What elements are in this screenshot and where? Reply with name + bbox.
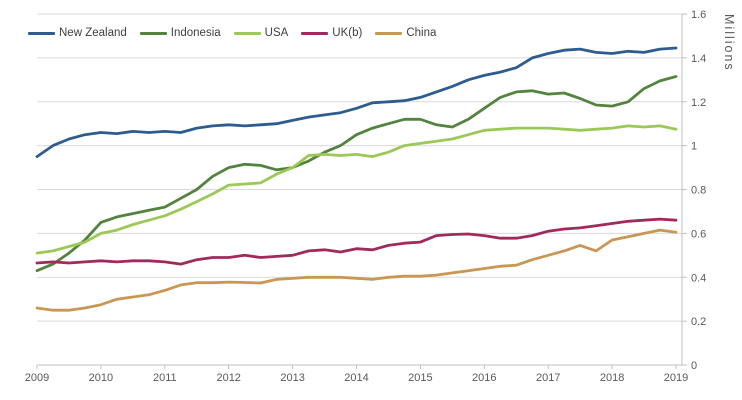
x-tick-label: 2014 (344, 372, 368, 384)
legend-label: New Zealand (59, 27, 127, 39)
legend-swatch (301, 31, 329, 35)
legend-item-china: China (375, 27, 436, 39)
legend-item-indonesia: Indonesia (139, 27, 221, 39)
legend-item-usa: USA (233, 27, 289, 39)
y-tick-label: 1.2 (691, 97, 706, 109)
x-tick-label: 2019 (664, 372, 688, 384)
series-line-new-zealand (35, 46, 678, 159)
series-line-uk-b- (35, 217, 678, 266)
y-tick-label: 0 (691, 360, 697, 372)
series-line-indonesia (35, 75, 678, 273)
legend-item-new-zealand: New Zealand (28, 27, 127, 39)
series-line-china (35, 228, 678, 312)
x-tick-label: 2012 (216, 372, 240, 384)
legend-swatch (28, 31, 55, 35)
x-tick-label: 2009 (25, 372, 49, 384)
legend-label: USA (264, 27, 289, 39)
x-tick-label: 2011 (153, 372, 177, 384)
y-axis-title: Millions (722, 14, 736, 72)
y-tick-label: 1.6 (691, 9, 706, 21)
x-tick-label: 2010 (89, 372, 113, 384)
series-line-usa (35, 124, 678, 255)
x-tick-label: 2017 (536, 372, 560, 384)
y-tick-label: 0.4 (691, 272, 706, 284)
legend-label: China (406, 27, 437, 39)
legend-swatch (375, 31, 403, 35)
x-tick-label: 2016 (472, 372, 496, 384)
x-tick-label: 2018 (600, 372, 624, 384)
chart-legend: New Zealand Indonesia USA UK(b) China (28, 27, 436, 39)
legend-label: Indonesia (170, 27, 221, 39)
y-tick-label: 1 (691, 141, 697, 153)
legend-swatch (139, 31, 167, 35)
legend-item-uk-b-: UK(b) (301, 27, 362, 39)
y-tick-label: 0.6 (691, 228, 706, 240)
x-tick-label: 2015 (408, 372, 432, 384)
y-tick-label: 1.4 (691, 53, 706, 65)
y-tick-label: 0.8 (691, 185, 706, 197)
legend-swatch (233, 31, 261, 35)
y-tick-label: 0.2 (691, 316, 706, 328)
x-tick-label: 2013 (280, 372, 304, 384)
legend-label: UK(b) (332, 27, 363, 39)
